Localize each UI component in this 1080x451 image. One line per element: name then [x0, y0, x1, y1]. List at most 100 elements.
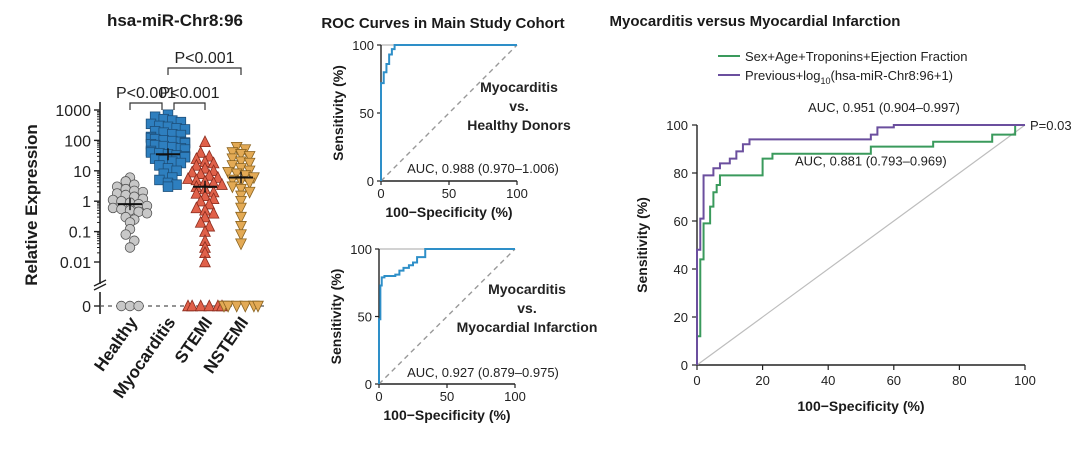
legend-label-subscript: 10 — [821, 76, 831, 86]
data-point-nstemi — [226, 153, 239, 166]
y-tick-label: 0 — [681, 358, 688, 373]
data-point-nstemi — [235, 229, 247, 242]
data-point-healthy — [141, 208, 153, 219]
dotplot-y-label: Relative Expression — [22, 124, 41, 286]
data-point-nstemi — [235, 238, 247, 251]
x-tick-label: 40 — [821, 373, 835, 388]
data-point-nstemi — [230, 300, 243, 313]
x-tick-label: 100 — [1014, 373, 1036, 388]
legend-label-mirna: Previous+log10(hsa-miR-Chr8:96+1) — [745, 68, 953, 86]
data-point-nstemi — [239, 170, 252, 183]
x-tick-label: 20 — [755, 373, 769, 388]
significance-label: P<0.001 — [116, 85, 176, 102]
y-tick-label: 100 — [352, 38, 374, 53]
data-point-healthy — [124, 300, 136, 312]
roc-cohort-title: ROC Curves in Main Study Cohort — [321, 15, 564, 32]
data-point-stemi — [190, 158, 203, 171]
data-point-nstemi — [222, 300, 235, 313]
data-point-nstemi — [235, 183, 247, 196]
legend-label-clinical: Sex+Age+Troponins+Ejection Fraction — [745, 49, 967, 64]
roc-curve-clinical — [696, 124, 1025, 365]
data-point-nstemi — [252, 300, 264, 313]
data-point-nstemi — [222, 166, 235, 179]
data-point-myocarditis — [154, 174, 165, 186]
p-value-label: P=0.03 — [1030, 118, 1072, 133]
y-tick-label: 0.01 — [60, 255, 91, 272]
data-point-healthy — [116, 300, 127, 312]
y-tick-label: 0.1 — [69, 225, 91, 242]
y-tick-label: 20 — [674, 310, 688, 325]
data-point-stemi — [190, 201, 203, 214]
auc-label-mirna: AUC, 0.951 (0.904–0.997) — [808, 100, 960, 115]
data-point-stemi — [186, 299, 199, 312]
data-point-stemi — [194, 145, 207, 158]
data-point-stemi — [207, 206, 220, 219]
y-tick-label: 50 — [360, 106, 374, 121]
x-tick-label: 50 — [442, 186, 456, 201]
y-tick-label: 1 — [82, 194, 91, 211]
x-axis-title: 100−Specificity (%) — [385, 204, 512, 220]
data-point-healthy — [133, 300, 144, 312]
data-point-stemi — [182, 171, 194, 184]
data-point-myocarditis — [171, 179, 182, 190]
roc-comparison-label: Healthy Donors — [467, 117, 571, 133]
roc-comparison-label: vs. — [517, 300, 536, 316]
data-point-nstemi — [243, 157, 256, 170]
dotplot-panel: hsa-miR-Chr8:96 Relative Expression 1000… — [22, 11, 265, 402]
axis-break-mark — [93, 279, 107, 287]
roc-curve — [380, 44, 517, 181]
data-point-stemi — [194, 215, 207, 228]
roc-auc-label: AUC, 0.988 (0.970–1.006) — [407, 161, 559, 176]
roc-comparison-label: Myocarditis — [480, 79, 558, 95]
data-point-nstemi — [235, 211, 247, 224]
y-tick-label: 60 — [674, 214, 688, 229]
dotplot-medians — [118, 148, 253, 211]
x-tick-label: 60 — [887, 373, 901, 388]
data-point-stemi — [216, 177, 228, 190]
x-tick-label: 0 — [693, 373, 700, 388]
x-tick-label: 80 — [952, 373, 966, 388]
data-point-stemi — [194, 167, 207, 179]
data-point-nstemi — [226, 147, 239, 160]
data-point-stemi — [190, 186, 203, 199]
data-point-stemi — [199, 135, 211, 147]
y-tick-label: 0 — [82, 299, 91, 316]
chance-diagonal — [378, 248, 516, 385]
y-tick-label: 40 — [674, 262, 688, 277]
roc-mi-panel: 0 50 100 0 50 100 Myocarditis vs. Myocardial Inf… — [328, 242, 597, 423]
x-axis-title: 100−Specificity (%) — [383, 407, 510, 423]
y-tick-label: 100 — [666, 118, 688, 133]
data-point-nstemi — [235, 156, 247, 169]
roc-curve-mirna — [696, 124, 1025, 365]
y-tick-label: 80 — [674, 166, 688, 181]
data-point-stemi — [199, 255, 211, 268]
dotplot-title: hsa-miR-Chr8:96 — [107, 11, 243, 30]
y-tick-label: 0 — [365, 377, 372, 392]
x-tick-label: 100 — [504, 389, 526, 404]
roc-compare-title: Myocarditis versus Myocardial Infarction — [610, 13, 901, 30]
chance-diagonal — [696, 124, 1026, 366]
x-tick-label: 0 — [377, 186, 384, 201]
roc-compare-panel: Myocarditis versus Myocardial Infarction… — [610, 13, 1072, 414]
y-tick-label: 50 — [358, 310, 372, 325]
y-tick-label: 100 — [64, 133, 91, 150]
roc-comparison-label: vs. — [509, 98, 528, 114]
roc-healthy-panel: ROC Curves in Main Study Cohort 0 50 100 0 5… — [321, 15, 571, 220]
data-point-nstemi — [243, 186, 256, 199]
data-point-stemi — [203, 168, 216, 181]
x-tick-label: 50 — [440, 389, 454, 404]
data-point-stemi — [203, 299, 216, 312]
data-point-nstemi — [235, 221, 247, 233]
y-tick-label: 10 — [73, 164, 91, 181]
significance-bracket — [167, 67, 242, 75]
x-tick-label: 100 — [506, 186, 528, 201]
x-tick-label: 0 — [375, 389, 382, 404]
roc-comparison-label: Myocardial Infarction — [457, 319, 598, 335]
y-tick-label: 1000 — [55, 103, 91, 120]
roc-curve — [378, 248, 515, 384]
x-axis-title: 100−Specificity (%) — [797, 398, 924, 414]
roc-auc-label: AUC, 0.927 (0.879–0.975) — [407, 365, 559, 380]
